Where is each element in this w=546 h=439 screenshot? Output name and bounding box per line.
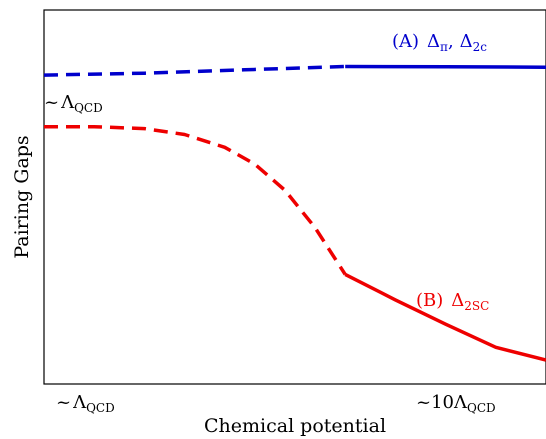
x-tick-right-main: Λ bbox=[453, 392, 468, 413]
series-0-segment-0-dashed bbox=[43, 64, 346, 77]
y-annotation: ~ ΛQCD bbox=[44, 92, 103, 115]
x-tick-right-sub: QCD bbox=[467, 401, 496, 415]
series-lines bbox=[43, 64, 546, 362]
x-tick-label-right: ~10ΛQCD bbox=[416, 392, 496, 415]
x-tick-left-sub: QCD bbox=[86, 401, 115, 415]
legend-label-a: (A) Δπ, Δ2c bbox=[392, 31, 487, 54]
x-tick-left-main: Λ bbox=[72, 392, 87, 413]
legend-b-delta: Δ bbox=[451, 290, 464, 311]
legend-a-delta-1: Δ bbox=[427, 31, 440, 52]
legend-b-prefix: (B) bbox=[416, 290, 443, 311]
x-tick-label-left: ~ ΛQCD bbox=[56, 392, 115, 415]
x-tick-left-prefix: ~ bbox=[56, 392, 71, 413]
x-axis-label: Chemical potential bbox=[204, 415, 386, 437]
series-1-segment-0-dashed bbox=[44, 124, 347, 276]
legend-a-delta-2: Δ bbox=[460, 31, 473, 52]
legend-label-b: (B) Δ2SC bbox=[416, 290, 489, 313]
y-annotation-main: Λ bbox=[60, 92, 75, 113]
y-annotation-sub: QCD bbox=[74, 101, 103, 115]
y-annotation-prefix: ~ bbox=[44, 92, 59, 113]
legend-a-sub-1: π bbox=[440, 40, 448, 54]
series-0-segment-1-solid bbox=[345, 64, 546, 69]
legend-a-sub-2: 2c bbox=[473, 40, 488, 54]
y-axis-label: Pairing Gaps bbox=[11, 135, 33, 258]
plot-frame bbox=[43, 9, 546, 385]
x-tick-right-prefix: ~10 bbox=[416, 392, 454, 413]
legend-a-prefix: (A) bbox=[392, 31, 419, 52]
legend-b-sub: 2SC bbox=[464, 299, 489, 313]
legend-a-comma: , bbox=[448, 31, 454, 52]
series-1-segment-1-solid bbox=[344, 272, 546, 362]
